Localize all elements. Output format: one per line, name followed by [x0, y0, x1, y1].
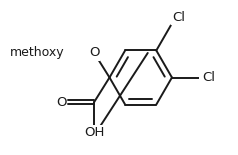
Text: O: O — [56, 95, 66, 108]
Text: methoxy: methoxy — [10, 46, 64, 60]
Text: O: O — [89, 46, 99, 60]
Text: Cl: Cl — [172, 11, 185, 24]
Text: Cl: Cl — [202, 71, 215, 84]
Text: OH: OH — [84, 126, 104, 139]
